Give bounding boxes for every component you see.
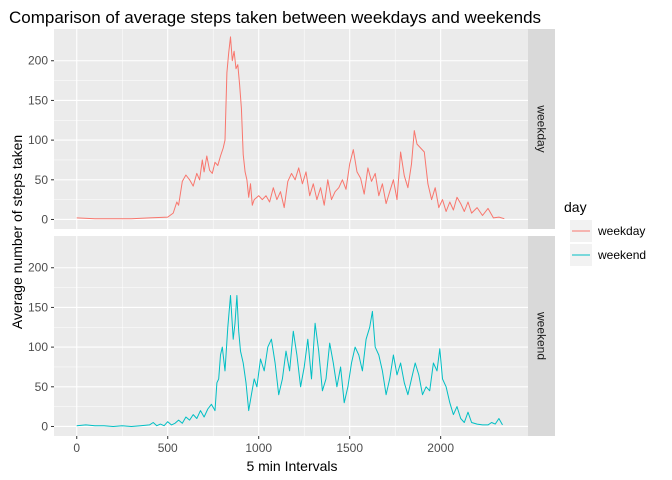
panel-weekday: 0 50 100 150 200 weekday	[28, 29, 555, 229]
series-line-weekend	[76, 295, 503, 427]
facet-strip-label: weekday	[535, 104, 549, 152]
x-tick-label: 1000	[245, 441, 272, 455]
facet-strip	[528, 236, 555, 436]
x-tick-label: 500	[158, 441, 178, 455]
legend: day weekday weekend	[564, 199, 646, 266]
y-tick-label: 150	[28, 93, 48, 107]
x-tick-label: 2000	[427, 441, 454, 455]
facet-strip	[528, 29, 555, 229]
legend-label-weekday: weekday	[597, 224, 645, 238]
y-axis-title: Average number of steps taken	[9, 135, 25, 329]
panel-background	[54, 29, 528, 229]
legend-title: day	[564, 199, 587, 215]
y-tick-label: 50	[35, 380, 49, 394]
facet-strip-label: weekend	[535, 311, 549, 360]
x-tick-label: 1500	[336, 441, 363, 455]
y-tick-label: 100	[28, 133, 48, 147]
panels: 0 50 100 150 200 weekday 0 50 100 150 200 weekend 0 5…	[28, 29, 555, 455]
y-tick-label: 200	[28, 261, 48, 275]
y-tick-label: 200	[28, 54, 48, 68]
y-tick-label: 0	[41, 212, 48, 226]
x-axis-title: 5 min Intervals	[246, 458, 337, 474]
x-tick-label: 0	[73, 441, 80, 455]
panel-weekend: 0 50 100 150 200 weekend	[28, 236, 555, 436]
x-axis: 0 500 1000 1500 2000	[73, 436, 454, 455]
y-tick-label: 0	[41, 419, 48, 433]
chart-title: Comparison of average steps taken betwee…	[9, 8, 541, 27]
series-line-weekday	[76, 36, 505, 220]
legend-label-weekend: weekend	[597, 248, 646, 262]
y-tick-label: 100	[28, 340, 48, 354]
y-tick-label: 150	[28, 300, 48, 314]
y-tick-label: 50	[35, 173, 49, 187]
panel-background	[54, 236, 528, 436]
